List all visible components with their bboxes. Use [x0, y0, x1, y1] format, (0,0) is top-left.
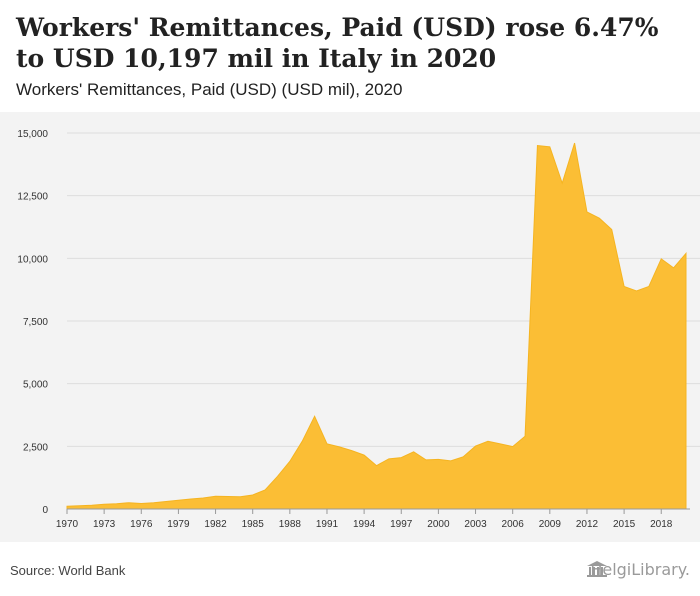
y-tick-label: 12,500	[17, 192, 48, 203]
x-tick-label: 1973	[93, 519, 116, 530]
x-tick-label: 1976	[130, 519, 153, 530]
y-tick-label: 2,500	[23, 442, 48, 453]
logo-text: HelgiLibrary.	[590, 560, 690, 579]
x-tick-label: 2015	[613, 519, 636, 530]
y-tick-label: 0	[42, 505, 48, 516]
x-tick-label: 1970	[56, 519, 79, 530]
footer: Source: World Bank HelgiLibrary.	[0, 542, 700, 596]
chart-title: Workers' Remittances, Paid (USD) rose 6.…	[16, 13, 659, 73]
x-tick-label: 1994	[353, 519, 376, 530]
x-tick-label: 2006	[502, 519, 525, 530]
x-tick-label: 2003	[464, 519, 487, 530]
x-tick-label: 1979	[167, 519, 190, 530]
y-tick-label: 10,000	[17, 254, 48, 265]
helgi-library-logo[interactable]: HelgiLibrary.	[586, 560, 690, 579]
x-tick-label: 1991	[316, 519, 339, 530]
area-series	[66, 142, 687, 510]
x-tick-label: 2000	[427, 519, 450, 530]
x-tick-label: 2012	[576, 519, 599, 530]
y-tick-label: 5,000	[23, 380, 48, 391]
area-chart: 0 2,500 5,000 7,500 10,000 12,500 15,000 1970 19…	[17, 129, 700, 530]
source-text: Source: World Bank	[10, 563, 126, 578]
x-tick-label: 1985	[242, 519, 265, 530]
header: Workers' Remittances, Paid (USD) rose 6.…	[0, 0, 700, 112]
x-tick-label: 1988	[279, 519, 302, 530]
x-tick-label: 1997	[390, 519, 413, 530]
y-tick-label: 7,500	[23, 317, 48, 328]
x-tick-label: 1982	[204, 519, 227, 530]
chart-area: 0 2,500 5,000 7,500 10,000 12,500 15,000 1970 19…	[0, 112, 700, 542]
area-fill	[66, 142, 687, 510]
axes: 0 2,500 5,000 7,500 10,000 12,500 15,000 1970 19…	[17, 129, 690, 530]
x-tick-label: 2018	[650, 519, 673, 530]
x-tick-label: 2009	[539, 519, 562, 530]
y-tick-label: 15,000	[17, 129, 48, 140]
chart-subtitle: Workers' Remittances, Paid (USD) (USD mi…	[16, 80, 403, 99]
